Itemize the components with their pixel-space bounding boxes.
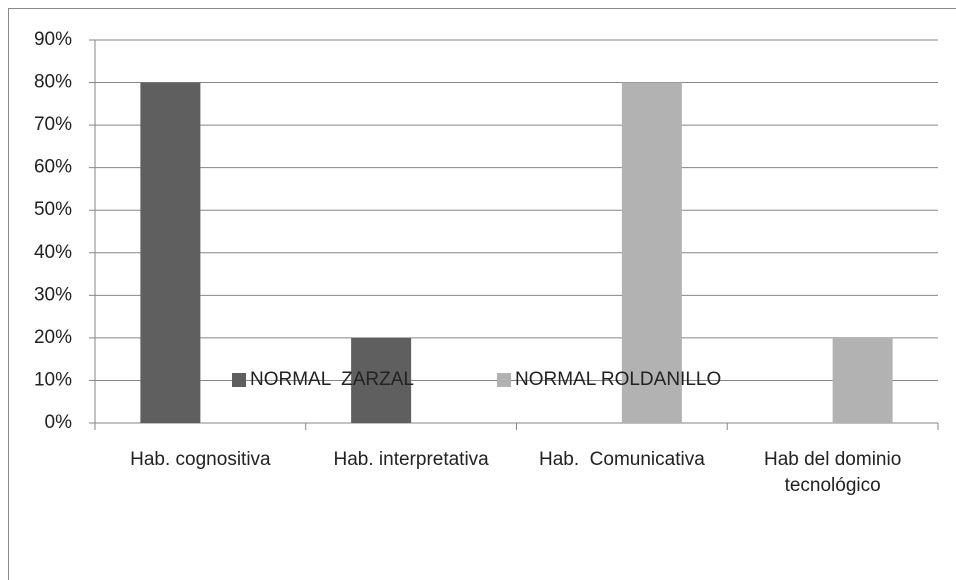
legend-label: NORMAL ROLDANILLO: [515, 369, 722, 390]
y-tick-label: 20%: [34, 327, 72, 348]
bar: [621, 82, 682, 424]
y-tick-label: 90%: [34, 29, 72, 50]
chart-border: [8, 8, 956, 580]
y-tick-label: 10%: [34, 369, 72, 390]
y-tick-label: 70%: [34, 114, 72, 135]
y-tick-label: 40%: [34, 242, 72, 263]
legend-swatch: [497, 373, 511, 387]
y-tick-label: 0%: [45, 412, 73, 433]
bar: [140, 82, 201, 424]
x-tick-label: Hab. Comunicativa: [538, 449, 705, 470]
x-tick-label: Hab. interpretativa: [333, 449, 489, 470]
x-tick-label: Hab del dominio tecnológico: [763, 449, 907, 496]
x-tick-label: Hab. cognositiva: [130, 449, 271, 470]
y-tick-label: 50%: [34, 199, 72, 220]
legend-swatch: [232, 373, 246, 387]
bar: [351, 337, 412, 423]
y-tick-label: 30%: [34, 284, 72, 305]
y-tick-label: 80%: [34, 72, 72, 93]
y-tick-label: 60%: [34, 157, 72, 178]
bar: [832, 337, 893, 423]
legend-label: NORMAL ZARZAL: [250, 369, 414, 390]
